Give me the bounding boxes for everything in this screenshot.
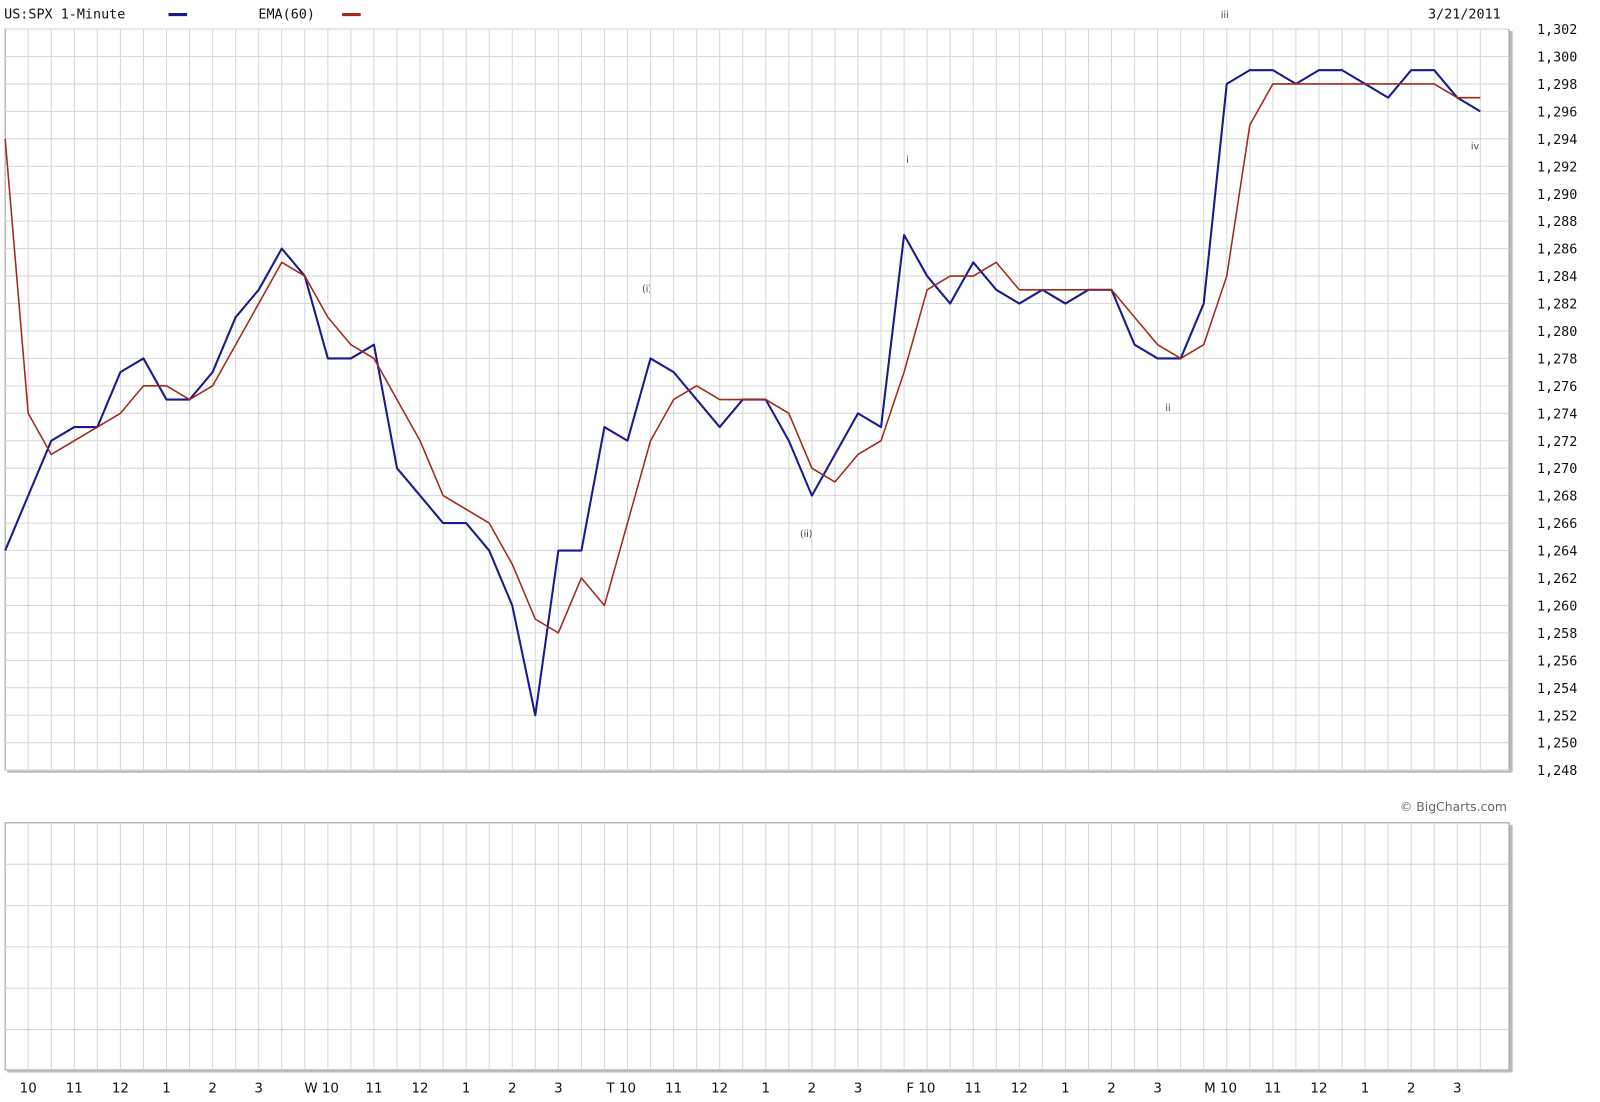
y-tick-label: 1,264	[1537, 545, 1577, 560]
y-tick-label: 1,290	[1537, 188, 1577, 203]
y-tick-label: 1,294	[1537, 133, 1577, 148]
chart-date: 3/21/2011	[1428, 8, 1501, 23]
y-tick-label: 1,262	[1537, 572, 1577, 587]
x-tick-label: 3	[254, 1081, 263, 1096]
wave-label: ii	[1165, 403, 1170, 414]
x-tick-label: 2	[1107, 1081, 1116, 1096]
x-tick-label: 10	[20, 1081, 37, 1096]
y-tick-label: 1,286	[1537, 243, 1577, 258]
y-tick-label: 1,272	[1537, 435, 1577, 450]
y-tick-label: 1,284	[1537, 270, 1577, 285]
y-tick-label: 1,288	[1537, 215, 1577, 230]
y-tick-label: 1,248	[1537, 764, 1577, 779]
y-tick-label: 1,282	[1537, 298, 1577, 313]
ema-line	[4, 83, 1481, 634]
y-tick-label: 1,296	[1537, 105, 1577, 120]
y-tick-label: 1,274	[1537, 407, 1577, 422]
legend-label: EMA(60)	[258, 8, 315, 23]
x-tick-label: 11	[965, 1081, 982, 1096]
y-tick-label: 1,278	[1537, 352, 1577, 367]
y-tick-label: 1,292	[1537, 160, 1577, 175]
x-tick-label: 12	[112, 1081, 129, 1096]
x-tick-label: 2	[808, 1081, 817, 1096]
wave-label: (ii)	[800, 529, 812, 540]
x-tick-label: T 10	[606, 1081, 637, 1096]
x-tick-label: 3	[1453, 1081, 1462, 1096]
y-tick-label: 1,302	[1537, 23, 1577, 38]
y-tick-label: 1,266	[1537, 517, 1577, 532]
x-tick-label: 1	[462, 1081, 471, 1096]
y-tick-label: 1,252	[1537, 709, 1577, 724]
y-tick-label: 1,268	[1537, 490, 1577, 505]
x-tick-label: 11	[365, 1081, 382, 1096]
y-tick-label: 1,300	[1537, 51, 1577, 66]
wave-label: iv	[1471, 141, 1480, 152]
x-tick-label: 2	[208, 1081, 217, 1096]
y-tick-label: 1,256	[1537, 654, 1577, 669]
x-tick-label: 11	[66, 1081, 83, 1096]
x-tick-label: W 10	[304, 1081, 339, 1096]
y-tick-label: 1,250	[1537, 737, 1577, 752]
y-tick-label: 1,258	[1537, 627, 1577, 642]
wave-label: (i)	[642, 284, 652, 295]
x-tick-label: F 10	[906, 1081, 935, 1096]
y-tick-label: 1,298	[1537, 78, 1577, 93]
x-tick-label: 2	[1407, 1081, 1416, 1096]
x-tick-label: 1	[1361, 1081, 1370, 1096]
legend-label: US:SPX 1-Minute	[4, 8, 125, 23]
y-tick-label: 1,270	[1537, 462, 1577, 477]
x-tick-label: 3	[854, 1081, 863, 1096]
x-tick-label: 3	[554, 1081, 563, 1096]
x-tick-label: 12	[711, 1081, 728, 1096]
y-tick-label: 1,254	[1537, 682, 1577, 697]
source: © BigCharts.com	[1400, 799, 1507, 814]
marks	[4, 69, 1481, 717]
y-tick-label: 1,276	[1537, 380, 1577, 395]
y-tick-label: 1,260	[1537, 599, 1577, 614]
x-tick-label: 1	[1061, 1081, 1070, 1096]
y-tick-label: 1,280	[1537, 325, 1577, 340]
x-tick-label: 1	[162, 1081, 171, 1096]
x-tick-label: 11	[1264, 1081, 1281, 1096]
lower-grid	[5, 822, 1510, 1070]
x-tick-label: M 10	[1204, 1081, 1237, 1096]
x-tick-label: 12	[412, 1081, 429, 1096]
x-tick-label: 1	[762, 1081, 771, 1096]
x-tick-label: 12	[1011, 1081, 1028, 1096]
wave-label: i	[906, 155, 909, 166]
wave-label: iii	[1221, 10, 1229, 21]
x-tick-label: 12	[1310, 1081, 1327, 1096]
x-tick-label: 2	[508, 1081, 517, 1096]
x-tick-label: 3	[1153, 1081, 1162, 1096]
x-tick-label: 11	[665, 1081, 682, 1096]
